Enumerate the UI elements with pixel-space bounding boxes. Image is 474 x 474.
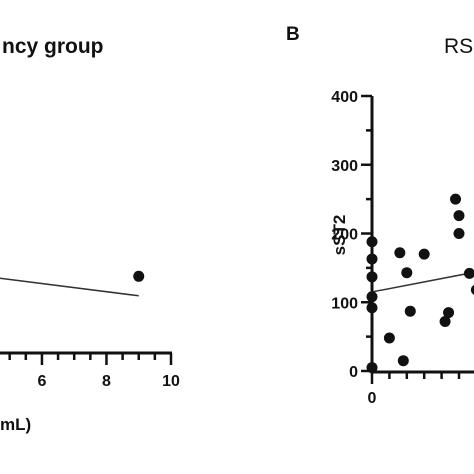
panel-b-title: RS xyxy=(444,35,473,58)
panel-b-y-axis: 0 100 200 300 400 xyxy=(331,89,374,381)
panel-b-point xyxy=(394,247,406,259)
panel-a-x-axis: 6 8 10 xyxy=(0,351,180,390)
panel-b-point xyxy=(366,291,378,303)
panel-b-point xyxy=(401,267,413,279)
panel-b-point xyxy=(418,248,430,260)
panel-b-y-tick-label: 0 xyxy=(349,364,358,381)
panel-a: ncy group 6 8 10 mL) xyxy=(0,35,180,434)
panel-b-point xyxy=(366,271,378,283)
panel-b-trendline-group xyxy=(371,271,474,293)
panel-b-point xyxy=(404,305,416,317)
panel-a-x-axis-label: mL) xyxy=(0,415,31,434)
panel-b-point xyxy=(450,193,462,205)
panel-b-y-tick-label: 200 xyxy=(331,227,358,244)
panel-b-point xyxy=(470,284,474,295)
panel-b-point xyxy=(453,210,465,222)
panel-a-trendline-group xyxy=(0,277,139,297)
panel-b-y-tick-label: 100 xyxy=(331,295,358,312)
panel-a-trendline xyxy=(0,277,139,297)
panel-a-title: ncy group xyxy=(2,35,104,58)
panel-b-x-tick-label: 0 xyxy=(368,390,377,407)
panel-a-point xyxy=(133,270,145,282)
panel-b-point xyxy=(366,253,378,265)
panel-a-points xyxy=(133,270,145,282)
panel-a-x-tick-label: 8 xyxy=(102,373,111,390)
panel-b-point xyxy=(366,362,378,374)
panel-a-x-tick-label: 6 xyxy=(37,373,46,390)
panel-b-trendline xyxy=(371,271,474,293)
panel-b-point xyxy=(463,267,474,279)
panel-b-point xyxy=(397,355,409,367)
panel-b-point xyxy=(453,228,465,239)
panel-b-letter: B xyxy=(286,24,300,45)
panel-b-y-tick-label: 300 xyxy=(331,158,358,175)
panel-b-point xyxy=(383,332,395,344)
panel-b-point xyxy=(439,316,451,327)
panel-b-y-axis-label: sST2 xyxy=(330,215,349,256)
panel-b-point xyxy=(443,307,455,319)
panel-b-point xyxy=(366,302,378,314)
panel-b-point xyxy=(366,236,378,248)
panel-b-y-tick-label: 400 xyxy=(331,89,358,106)
panel-b: B RS sST2 0 100 200 300 400 0 xyxy=(286,24,474,407)
panel-b-x-axis: 0 xyxy=(368,370,474,407)
panel-a-x-tick-label: 10 xyxy=(162,373,180,390)
panel-b-points xyxy=(366,193,474,374)
